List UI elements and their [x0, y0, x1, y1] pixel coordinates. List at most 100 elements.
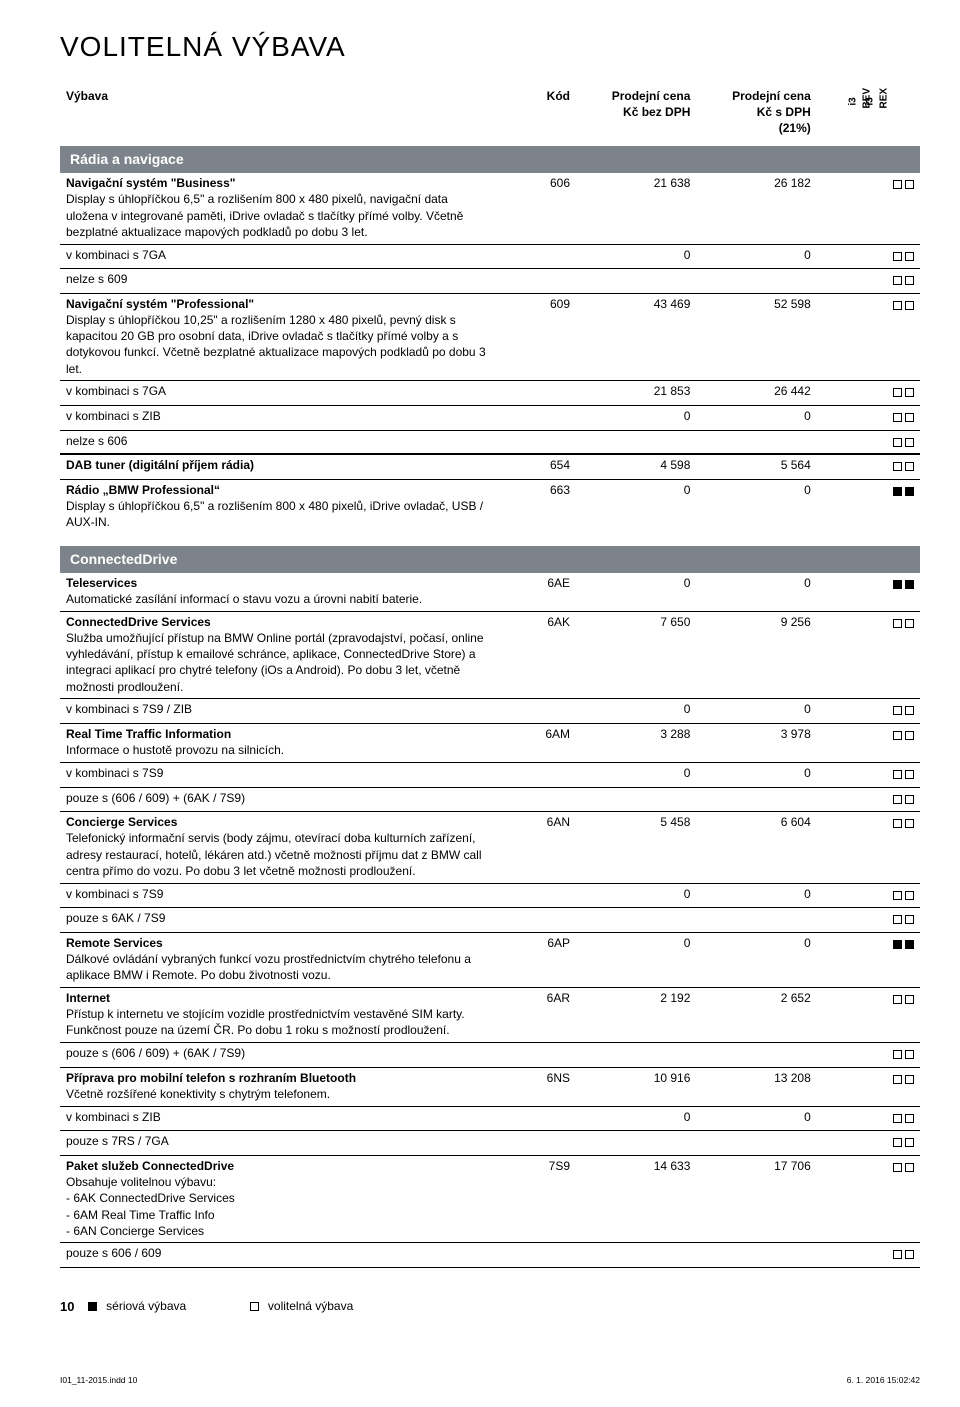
optional-icon: [893, 301, 902, 310]
optional-icon: [893, 438, 902, 447]
cell-code: [507, 908, 576, 931]
cell-p2: 0: [696, 762, 816, 785]
cell-code: [507, 381, 576, 404]
table-row: Paket služeb ConnectedDriveObsahuje voli…: [60, 1155, 920, 1240]
cell-code: [507, 1131, 576, 1154]
cell-p1: 0: [576, 1106, 696, 1129]
item-name-cell: pouze s 606 / 609: [60, 1243, 507, 1266]
cell-p2: [696, 1243, 816, 1266]
cell-p2: [696, 787, 816, 810]
table-row: TeleservicesAutomatické zasílání informa…: [60, 573, 920, 609]
availability-cell: [817, 1067, 920, 1104]
cell-p1: 5 458: [576, 812, 696, 881]
variant-rex-label: i3 REX: [863, 94, 890, 108]
item-description: Display s úhlopříčkou 6,5" a rozlišením …: [66, 498, 501, 530]
item-name: pouze s 6AK / 7S9: [66, 911, 165, 925]
optional-icon: [905, 252, 914, 261]
optional-icon: [893, 706, 902, 715]
item-name-cell: v kombinaci s ZIB: [60, 406, 507, 429]
optional-icon: [905, 795, 914, 804]
optional-icon: [893, 995, 902, 1004]
cell-code: 6AK: [507, 611, 576, 696]
optional-icon: [905, 301, 914, 310]
availability-cell: [817, 173, 920, 242]
optional-icon: [905, 388, 914, 397]
item-name-cell: DAB tuner (digitální příjem rádia): [60, 454, 507, 477]
table-row: pouze s (606 / 609) + (6AK / 7S9): [60, 1043, 920, 1066]
item-description: Display s úhlopříčkou 6,5" a rozlišením …: [66, 191, 501, 240]
cell-p1: 0: [576, 699, 696, 722]
cell-p2: 26 182: [696, 173, 816, 242]
optional-icon: [893, 413, 902, 422]
availability-cell: [817, 244, 920, 267]
availability-cell: [817, 269, 920, 292]
item-name-cell: Concierge ServicesTelefonický informační…: [60, 812, 507, 881]
item-name-cell: nelze s 609: [60, 269, 507, 292]
item-name: v kombinaci s 7S9 / ZIB: [66, 702, 192, 716]
availability-cell: [817, 479, 920, 532]
optional-icon: [893, 388, 902, 397]
cell-p2: 0: [696, 932, 816, 985]
optional-icon: [893, 1075, 902, 1084]
cell-p1: [576, 269, 696, 292]
availability-cell: [817, 1131, 920, 1154]
item-name-cell: v kombinaci s 7GA: [60, 244, 507, 267]
legend-std-label: sériová výbava: [106, 1299, 186, 1313]
optional-icon: [893, 891, 902, 900]
item-name: Internet: [66, 991, 110, 1005]
item-description: Display s úhlopříčkou 10,25" a rozlišení…: [66, 312, 501, 377]
cell-code: 6AM: [507, 724, 576, 761]
item-name: Navigační systém "Professional": [66, 297, 254, 311]
optional-icon: [893, 819, 902, 828]
table-row: pouze s 606 / 609: [60, 1243, 920, 1266]
optional-icon: [893, 731, 902, 740]
optional-icon: [893, 1250, 902, 1259]
page-title: VOLITELNÁ VÝBAVA: [60, 28, 920, 66]
cell-p2: 0: [696, 479, 816, 532]
cell-p1: [576, 1043, 696, 1066]
item-name: Real Time Traffic Information: [66, 727, 231, 741]
item-description: Automatické zasílání informací o stavu v…: [66, 591, 501, 607]
table-row: v kombinaci s ZIB00: [60, 1106, 920, 1129]
optional-icon: [893, 795, 902, 804]
optional-icon: [905, 1138, 914, 1147]
availability-cell: [817, 812, 920, 881]
table-row: Rádio „BMW Professional“Display s úhlopř…: [60, 479, 920, 532]
standard-icon: [905, 580, 914, 589]
optional-icon: [893, 770, 902, 779]
item-name-cell: v kombinaci s 7GA: [60, 381, 507, 404]
item-name-cell: ConnectedDrive ServicesSlužba umožňující…: [60, 611, 507, 696]
item-description: Přístup k internetu ve stojícím vozidle …: [66, 1006, 501, 1038]
cell-p1: [576, 430, 696, 453]
item-name: Příprava pro mobilní telefon s rozhraním…: [66, 1071, 356, 1085]
col-name: Výbava: [60, 84, 507, 147]
options-table: Výbava Kód Prodejní cena Kč bez DPH Prod…: [60, 84, 920, 1282]
availability-cell: [817, 573, 920, 609]
cell-code: [507, 1106, 576, 1129]
optional-icon: [893, 1114, 902, 1123]
table-row: ConnectedDrive ServicesSlužba umožňující…: [60, 611, 920, 696]
table-row: InternetPřístup k internetu ve stojícím …: [60, 987, 920, 1040]
table-row: nelze s 606: [60, 430, 920, 453]
optional-icon: [905, 413, 914, 422]
availability-cell: [817, 454, 920, 477]
availability-cell: [817, 381, 920, 404]
cell-code: [507, 883, 576, 906]
item-name: Rádio „BMW Professional“: [66, 483, 220, 497]
cell-code: [507, 406, 576, 429]
item-name-cell: v kombinaci s 7S9: [60, 883, 507, 906]
optional-icon: [893, 276, 902, 285]
item-name: nelze s 609: [66, 272, 127, 286]
item-name-cell: Remote ServicesDálkové ovládání vybranýc…: [60, 932, 507, 985]
item-name-cell: pouze s (606 / 609) + (6AK / 7S9): [60, 787, 507, 810]
optional-icon: [905, 276, 914, 285]
table-row: v kombinaci s ZIB00: [60, 406, 920, 429]
item-name-cell: Navigační systém "Business"Display s úhl…: [60, 173, 507, 242]
cell-p2: [696, 908, 816, 931]
cell-p1: 21 638: [576, 173, 696, 242]
table-row: v kombinaci s 7GA00: [60, 244, 920, 267]
optional-icon: [905, 1114, 914, 1123]
cell-p2: 3 978: [696, 724, 816, 761]
item-name-cell: v kombinaci s 7S9: [60, 762, 507, 785]
table-row: pouze s (606 / 609) + (6AK / 7S9): [60, 787, 920, 810]
